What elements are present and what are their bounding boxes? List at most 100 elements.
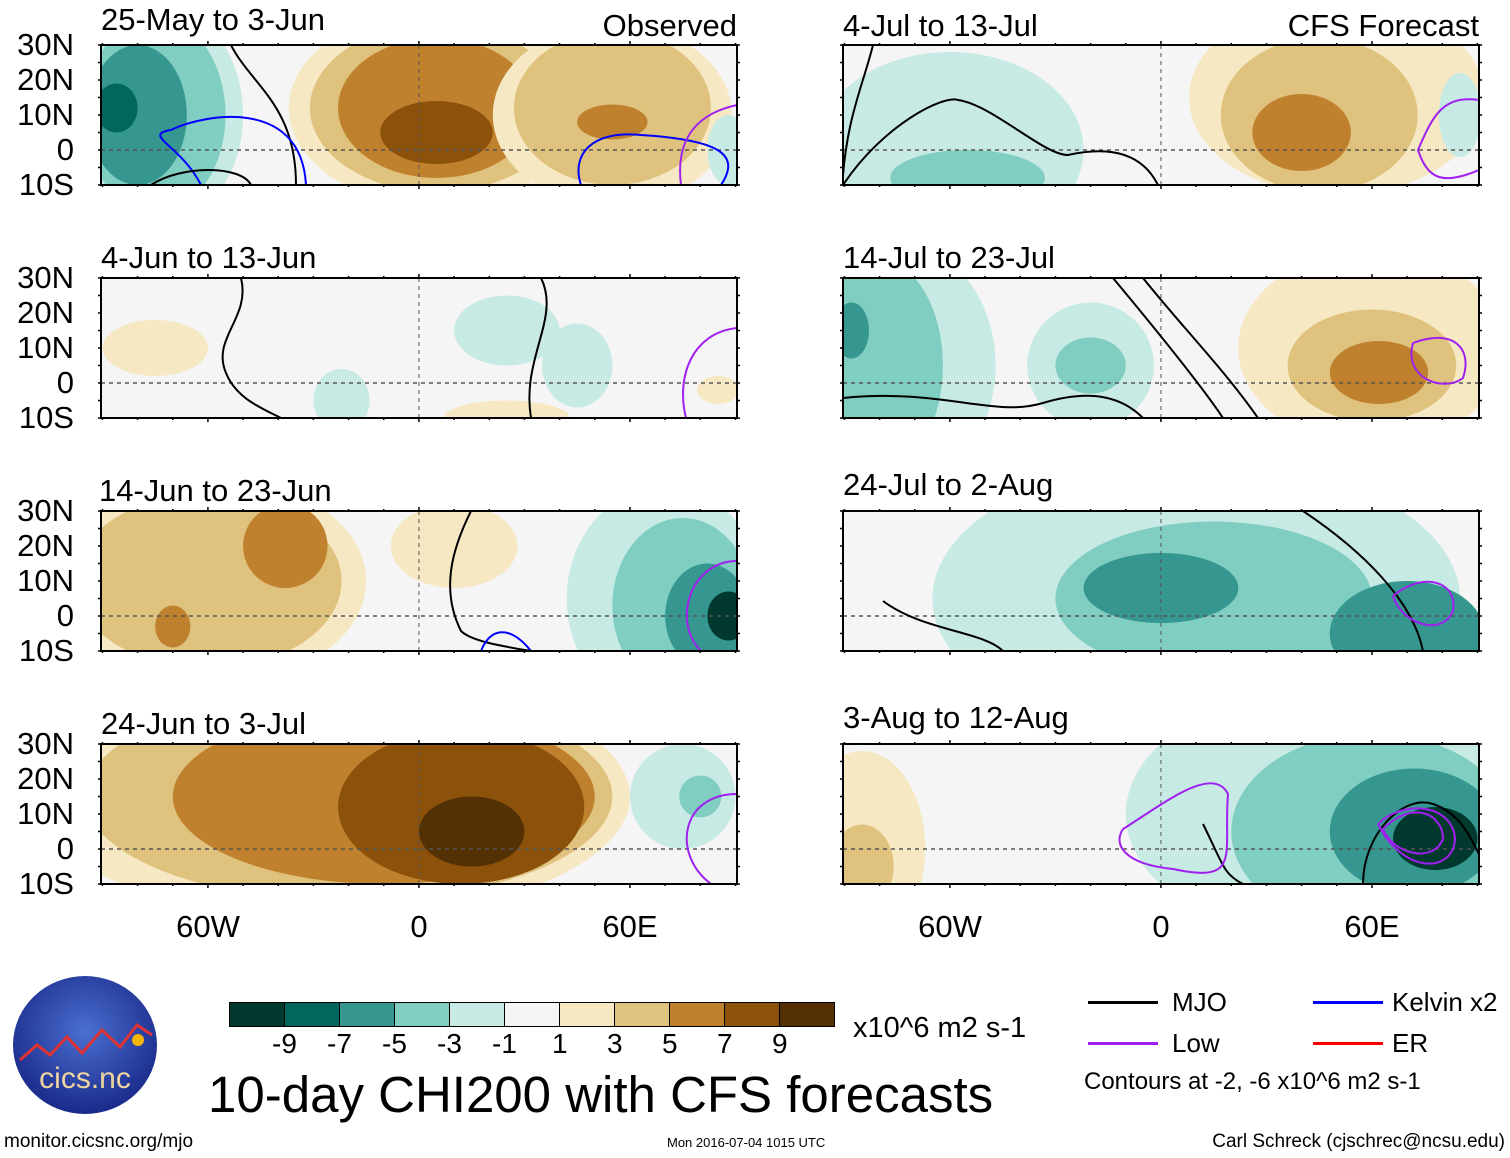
svg-text:cics.nc: cics.nc xyxy=(39,1062,131,1095)
lat-label: 10N xyxy=(17,97,74,132)
lat-label: 0 xyxy=(56,598,74,633)
chi200-anomaly-region xyxy=(707,591,737,641)
legend-mjo-line xyxy=(1088,1001,1158,1004)
lat-label: 20N xyxy=(17,62,74,97)
chi200-anomaly-region xyxy=(843,278,943,418)
contour-line xyxy=(843,394,1144,418)
lat-label: 10S xyxy=(18,633,74,668)
map-panel xyxy=(843,744,1479,884)
chi200-anomaly-region xyxy=(313,369,370,418)
panel-title: 4-Jun to 13-Jun xyxy=(101,240,317,275)
chi200-anomaly-region xyxy=(843,824,894,884)
map-panel xyxy=(843,278,1479,418)
colorbar-swatch xyxy=(670,1003,725,1026)
lon-label: 0 xyxy=(1152,909,1170,944)
contour-line xyxy=(159,116,307,185)
map-panel xyxy=(843,45,1479,185)
contour-line xyxy=(1142,278,1259,418)
contour-line xyxy=(685,560,737,651)
chi200-anomaly-region xyxy=(696,376,737,404)
footer-timestamp: Mon 2016-07-04 1015 UTC xyxy=(667,1135,826,1150)
colorbar-swatch xyxy=(230,1003,285,1026)
map-panel xyxy=(101,45,737,185)
colorbar-tick: 7 xyxy=(717,1028,733,1059)
contour-note: Contours at -2, -6 x10^6 m2 s-1 xyxy=(1084,1068,1421,1095)
colorbar-swatch xyxy=(560,1003,615,1026)
contour-line xyxy=(679,104,737,185)
colorbar-tick: 9 xyxy=(772,1028,788,1059)
contour-line xyxy=(480,631,532,651)
lat-label: 30N xyxy=(17,27,74,62)
panel-title: 14-Jul to 23-Jul xyxy=(843,240,1055,275)
chi200-anomaly-region xyxy=(1393,807,1478,870)
cics-logo: cics.nc xyxy=(12,975,158,1115)
chi200-anomaly-region xyxy=(380,101,493,164)
footer-author: Carl Schreck (cjschrec@ncsu.edu) xyxy=(1212,1131,1505,1152)
contour-line xyxy=(221,278,282,418)
chi200-anomaly-region xyxy=(1438,73,1479,157)
contour-line xyxy=(150,169,252,185)
chi200-anomaly-region xyxy=(1329,341,1429,404)
lat-label: 30N xyxy=(17,493,74,528)
contour-line xyxy=(1112,278,1224,418)
legend-kelvin-line xyxy=(1313,1001,1383,1004)
lat-label: 10N xyxy=(17,796,74,831)
colorbar-swatch xyxy=(450,1003,505,1026)
chi200-anomaly-region xyxy=(843,52,1084,185)
chi200-anomaly-region xyxy=(390,511,518,588)
chi200-anomaly-region xyxy=(1083,553,1239,623)
chi200-anomaly-region xyxy=(102,320,208,376)
observed-label: Observed xyxy=(602,8,737,43)
lon-label: 60W xyxy=(918,909,982,944)
chi200-anomaly-region xyxy=(577,104,648,140)
colorbar-tick: 1 xyxy=(552,1028,568,1059)
contour-line xyxy=(1377,807,1457,865)
lat-label: 10S xyxy=(18,400,74,435)
contour-line xyxy=(682,327,737,418)
chi200-anomaly-region xyxy=(843,302,870,359)
contour-line xyxy=(230,45,297,185)
colorbar-units: x10^6 m2 s-1 xyxy=(853,1012,1027,1044)
contour-line xyxy=(1382,811,1445,855)
lat-label: 0 xyxy=(56,132,74,167)
colorbar-tick: -1 xyxy=(492,1028,517,1059)
contour-line xyxy=(528,278,548,418)
lat-label: 20N xyxy=(17,528,74,563)
map-panel xyxy=(101,278,737,418)
panel-title: 24-Jul to 2-Aug xyxy=(843,467,1054,502)
chi200-anomaly-region xyxy=(707,115,737,185)
map-panel xyxy=(843,511,1479,651)
panel-title: 24-Jun to 3-Jul xyxy=(101,706,307,741)
colorbar-swatch xyxy=(505,1003,560,1026)
contour-line xyxy=(449,511,532,651)
chi200-anomaly-region xyxy=(1252,94,1351,171)
contour-line xyxy=(685,793,737,884)
colorbar-tick: 3 xyxy=(607,1028,623,1059)
lat-label: 20N xyxy=(17,761,74,796)
colorbar-swatch xyxy=(340,1003,395,1026)
chi200-anomaly-region xyxy=(1055,337,1126,394)
lon-label: 60E xyxy=(1344,909,1400,944)
panel-title: 14-Jun to 23-Jun xyxy=(99,473,332,508)
contour-line xyxy=(1392,580,1455,627)
chi200-anomaly-region xyxy=(679,775,722,818)
lon-label: 0 xyxy=(410,909,428,944)
legend-low-line xyxy=(1088,1042,1158,1045)
lat-label: 10N xyxy=(17,330,74,365)
colorbar-swatch xyxy=(780,1003,834,1026)
lat-label: 0 xyxy=(56,365,74,400)
map-panel xyxy=(101,511,737,651)
colorbar-swatch xyxy=(395,1003,450,1026)
colorbar-tick: -5 xyxy=(382,1028,407,1059)
panel-title: 4-Jul to 13-Jul xyxy=(843,8,1038,43)
colorbar-swatch xyxy=(615,1003,670,1026)
panel-title: 3-Aug to 12-Aug xyxy=(843,700,1069,735)
lat-label: 20N xyxy=(17,295,74,330)
legend-mjo: MJO xyxy=(1172,987,1227,1017)
contour-line xyxy=(882,600,1004,651)
chi200-anomaly-region xyxy=(542,323,613,408)
chi200-anomaly-region xyxy=(1329,581,1479,651)
contour-line xyxy=(1302,511,1424,651)
colorbar-tick: 5 xyxy=(662,1028,678,1059)
